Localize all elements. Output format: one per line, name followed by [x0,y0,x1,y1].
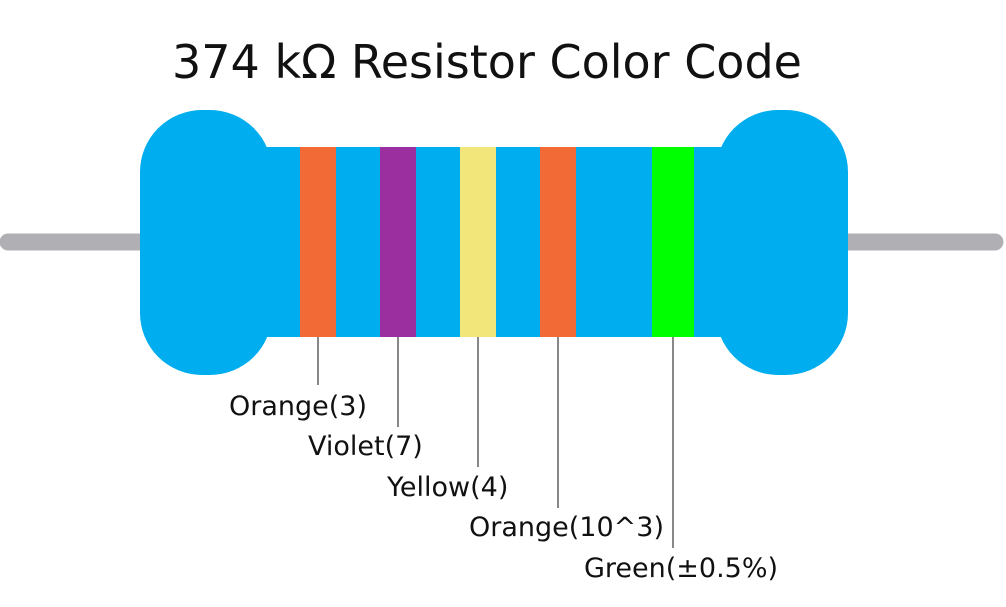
bands: Orange(3) Violet(7) Yellow(4) Orange(10^3) G… [229,147,778,584]
color-band [380,147,416,337]
band-label: Orange(10^3) [469,512,664,543]
title: 374 kΩ Resistor Color Code [172,35,802,89]
color-band [460,147,496,337]
band-label: Orange(3) [229,391,367,422]
band-label: Yellow(4) [386,472,508,503]
left-end-cap [140,110,272,375]
band-label: Violet(7) [308,431,423,462]
band-label: Green(±0.5%) [584,553,778,584]
color-band [652,147,694,337]
color-band [540,147,576,337]
color-band [300,147,336,337]
